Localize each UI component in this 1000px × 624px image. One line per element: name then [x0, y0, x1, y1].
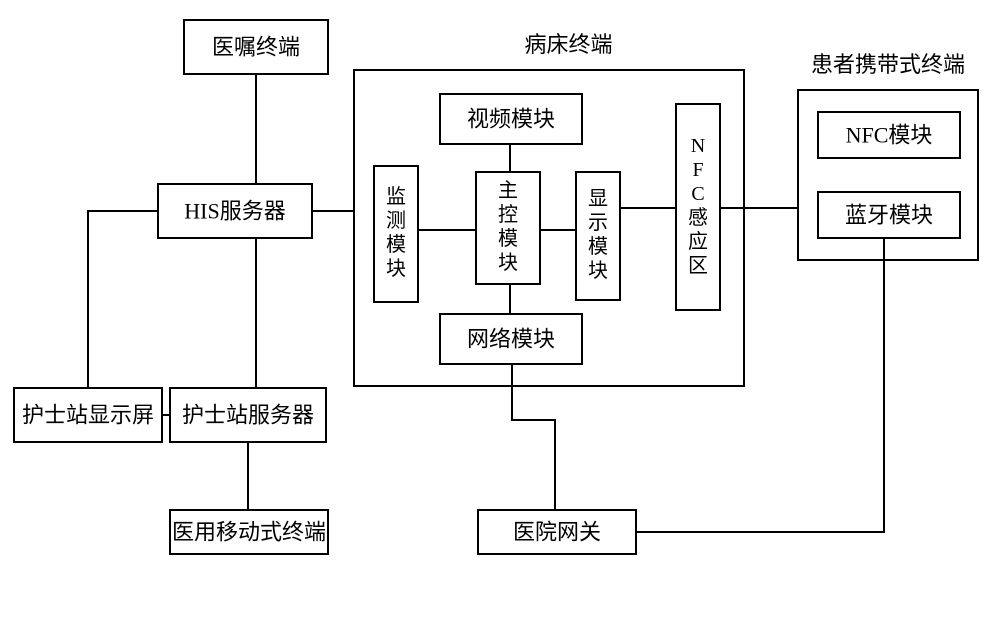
- display-label: 显: [588, 188, 608, 210]
- nfc_zone: NFC感应区: [676, 104, 720, 310]
- network: 网络模块: [440, 314, 582, 364]
- nfc_zone-label: 区: [688, 255, 708, 277]
- nfc_module-label: NFC模块: [846, 123, 933, 148]
- nfc_zone-label: N: [691, 135, 705, 157]
- nfc_zone-label: 应: [688, 230, 708, 253]
- edge-his_server-nurse_display: [88, 211, 158, 388]
- main_ctrl: 主控模块: [476, 172, 540, 284]
- nurse_server: 护士站服务器: [170, 388, 326, 442]
- nurse_server-label: 护士站服务器: [182, 403, 314, 428]
- main_ctrl-label: 主: [498, 179, 518, 202]
- display: 显示模块: [576, 172, 620, 300]
- patient-title: 患者携带式终端: [811, 52, 965, 77]
- nurse_display-label: 护士站显示屏: [22, 403, 154, 428]
- med_mobile-label: 医用移动式终端: [172, 520, 326, 545]
- main_ctrl-label: 块: [498, 251, 518, 274]
- bed-title: 病床终端: [524, 32, 612, 57]
- hospital_gw-label: 医院网关: [513, 520, 601, 545]
- video: 视频模块: [440, 94, 582, 144]
- doctor_terminal: 医嘱终端: [184, 20, 328, 74]
- monitor-label: 块: [386, 257, 406, 280]
- bt_module: 蓝牙模块: [818, 192, 960, 238]
- his_server-label: HIS服务器: [184, 199, 285, 224]
- monitor-label: 监: [386, 185, 406, 208]
- nfc_zone-label: C: [691, 183, 704, 205]
- display-label: 模: [588, 235, 608, 258]
- monitor-label: 模: [386, 233, 406, 256]
- doctor_terminal-label: 医嘱终端: [212, 35, 300, 60]
- display-label: 块: [588, 259, 608, 282]
- his_server: HIS服务器: [158, 184, 312, 238]
- bt_module-label: 蓝牙模块: [845, 203, 933, 228]
- nfc_module: NFC模块: [818, 112, 960, 158]
- hospital_gw: 医院网关: [478, 510, 636, 554]
- network-label: 网络模块: [467, 327, 555, 352]
- patient_container: [798, 90, 978, 260]
- monitor: 监测模块: [374, 166, 418, 302]
- med_mobile: 医用移动式终端: [170, 510, 328, 554]
- nfc_zone-label: 感: [688, 206, 708, 229]
- display-label: 示: [588, 212, 608, 234]
- main_ctrl-label: 控: [498, 203, 518, 226]
- video-label: 视频模块: [467, 107, 555, 132]
- nfc_zone-label: F: [692, 159, 703, 181]
- main_ctrl-label: 模: [498, 227, 518, 250]
- monitor-label: 测: [386, 209, 406, 232]
- nurse_display: 护士站显示屏: [14, 388, 162, 442]
